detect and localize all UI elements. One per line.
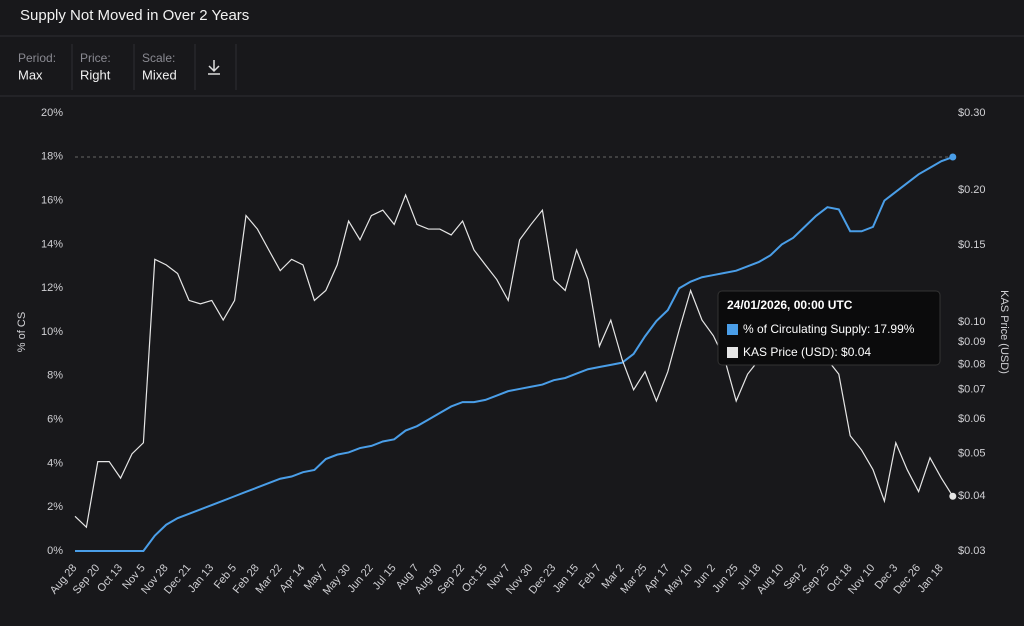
y-tick-label: 16% — [41, 195, 63, 207]
y-tick-label: 6% — [47, 414, 63, 426]
y2-tick-label: $0.08 — [958, 358, 986, 370]
y-tick-label: 4% — [47, 457, 63, 469]
y2-tick-label: $0.06 — [958, 413, 986, 425]
y2-tick-label: $0.03 — [958, 545, 986, 557]
y-tick-label: 14% — [41, 238, 63, 250]
y2-tick-label: $0.30 — [958, 107, 986, 119]
point-marker — [949, 153, 957, 161]
controls: Period: Max Price: Right Scale: Mixed — [18, 44, 177, 90]
download-icon[interactable] — [208, 60, 220, 75]
control-value[interactable]: Right — [80, 67, 111, 82]
y-tick-label: 20% — [41, 107, 63, 119]
tooltip: 24/01/2026, 00:00 UTC % of Circulating Su… — [717, 290, 941, 366]
tooltip-title: 24/01/2026, 00:00 UTC — [727, 298, 853, 312]
point-marker — [949, 492, 957, 500]
y2-tick-label: $0.07 — [958, 384, 986, 396]
tooltip-swatch — [727, 347, 738, 358]
y-tick-label: 10% — [41, 326, 63, 338]
control-key: Scale: — [142, 51, 175, 65]
y2-tick-label: $0.04 — [958, 490, 986, 502]
control-value[interactable]: Max — [18, 67, 43, 82]
y2-tick-label: $0.05 — [958, 448, 986, 460]
tooltip-row: % of Circulating Supply: 17.99% — [743, 322, 915, 336]
y2-tick-label: $0.15 — [958, 239, 986, 251]
tooltip-swatch — [727, 324, 738, 335]
control-value[interactable]: Mixed — [142, 67, 177, 82]
download-button[interactable] — [194, 44, 237, 90]
control-key: Price: — [80, 51, 111, 65]
series-line — [75, 156, 954, 552]
control-key: Period: — [18, 51, 56, 65]
tooltip-row: KAS Price (USD): $0.04 — [743, 345, 871, 359]
y-tick-label: 12% — [41, 282, 63, 294]
y-tick-label: 18% — [41, 151, 63, 163]
y-tick-label: 2% — [47, 501, 63, 513]
y-tick-label: 0% — [47, 545, 63, 557]
title: Supply Not Moved in Over 2 Years — [20, 7, 249, 24]
y2-tick-label: $0.09 — [958, 336, 986, 348]
y-tick-label: 8% — [47, 370, 63, 382]
y-axis-label: % of CS — [16, 312, 28, 352]
y2-tick-label: $0.20 — [958, 184, 986, 196]
y2-tick-label: $0.10 — [958, 316, 986, 328]
tooltip-box — [717, 290, 941, 366]
y2-axis-label: KAS Price (USD) — [998, 290, 1010, 374]
